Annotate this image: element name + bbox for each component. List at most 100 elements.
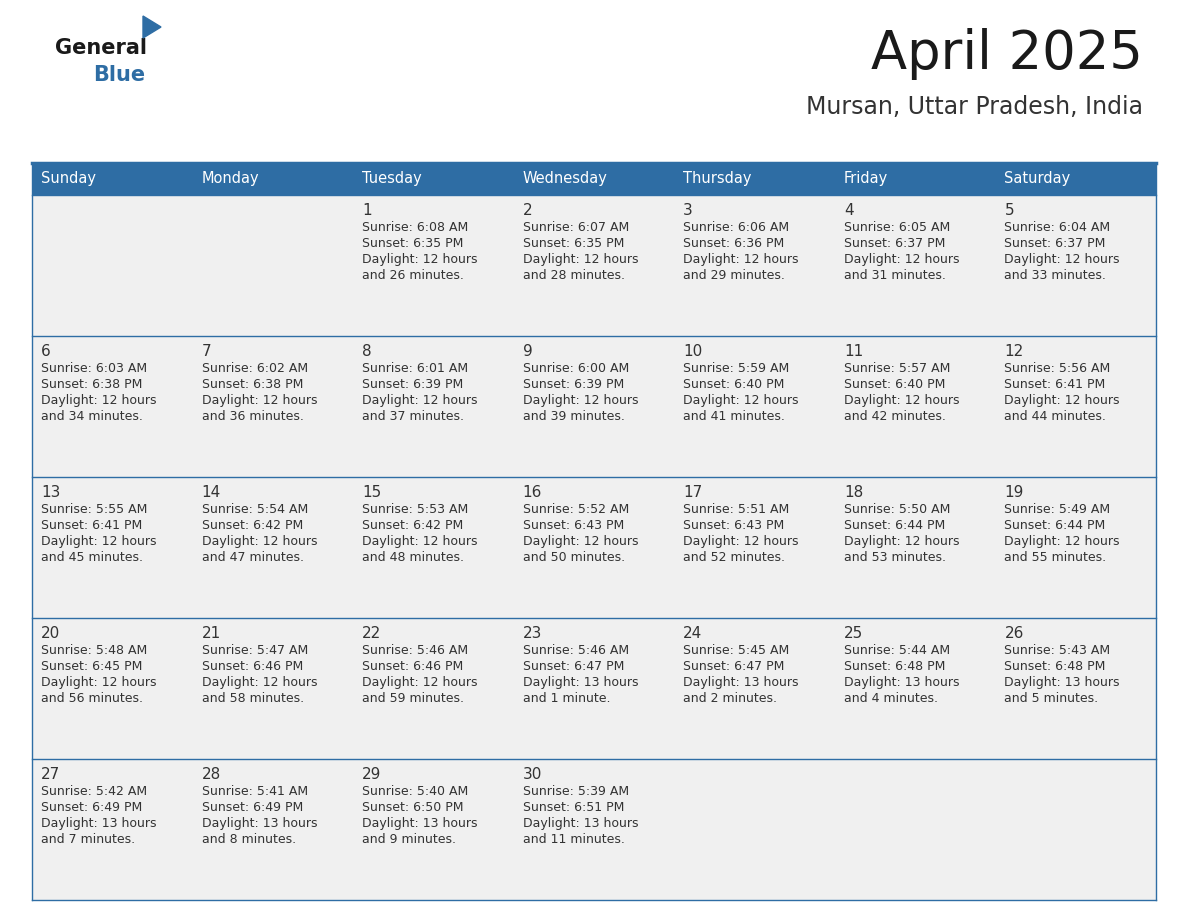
Text: Monday: Monday bbox=[202, 172, 259, 186]
Text: Daylight: 12 hours: Daylight: 12 hours bbox=[42, 535, 157, 548]
Text: and 59 minutes.: and 59 minutes. bbox=[362, 692, 465, 705]
Bar bbox=[835, 477, 996, 618]
Text: Sunrise: 6:03 AM: Sunrise: 6:03 AM bbox=[42, 362, 147, 375]
Text: Sunset: 6:41 PM: Sunset: 6:41 PM bbox=[42, 519, 143, 532]
Text: and 28 minutes.: and 28 minutes. bbox=[523, 269, 625, 282]
Text: Daylight: 12 hours: Daylight: 12 hours bbox=[683, 535, 798, 548]
Text: Sunset: 6:39 PM: Sunset: 6:39 PM bbox=[362, 378, 463, 391]
Text: Sunrise: 5:42 AM: Sunrise: 5:42 AM bbox=[42, 785, 147, 798]
Bar bbox=[353, 477, 513, 618]
Bar bbox=[996, 759, 1156, 900]
Text: Daylight: 12 hours: Daylight: 12 hours bbox=[362, 535, 478, 548]
Text: Sunset: 6:45 PM: Sunset: 6:45 PM bbox=[42, 660, 143, 673]
Text: Daylight: 13 hours: Daylight: 13 hours bbox=[1004, 676, 1120, 689]
Text: Sunset: 6:43 PM: Sunset: 6:43 PM bbox=[683, 519, 784, 532]
Polygon shape bbox=[143, 16, 162, 38]
Text: 6: 6 bbox=[42, 344, 51, 359]
Text: Sunrise: 5:45 AM: Sunrise: 5:45 AM bbox=[683, 644, 790, 657]
Text: and 31 minutes.: and 31 minutes. bbox=[843, 269, 946, 282]
Text: Daylight: 13 hours: Daylight: 13 hours bbox=[843, 676, 960, 689]
Text: 4: 4 bbox=[843, 203, 853, 218]
Bar bbox=[675, 195, 835, 336]
Text: Daylight: 12 hours: Daylight: 12 hours bbox=[1004, 253, 1120, 266]
Text: 16: 16 bbox=[523, 485, 542, 500]
Text: Sunrise: 5:53 AM: Sunrise: 5:53 AM bbox=[362, 503, 468, 516]
Text: Sunrise: 5:51 AM: Sunrise: 5:51 AM bbox=[683, 503, 790, 516]
Text: Daylight: 13 hours: Daylight: 13 hours bbox=[202, 817, 317, 830]
Text: and 9 minutes.: and 9 minutes. bbox=[362, 833, 456, 846]
Bar bbox=[32, 163, 192, 195]
Text: Sunset: 6:44 PM: Sunset: 6:44 PM bbox=[1004, 519, 1106, 532]
Text: and 33 minutes.: and 33 minutes. bbox=[1004, 269, 1106, 282]
Bar bbox=[192, 477, 353, 618]
Text: Sunrise: 5:46 AM: Sunrise: 5:46 AM bbox=[523, 644, 628, 657]
Bar bbox=[996, 163, 1156, 195]
Text: Daylight: 12 hours: Daylight: 12 hours bbox=[1004, 394, 1120, 407]
Text: Sunrise: 5:55 AM: Sunrise: 5:55 AM bbox=[42, 503, 147, 516]
Text: Daylight: 12 hours: Daylight: 12 hours bbox=[362, 253, 478, 266]
Text: and 4 minutes.: and 4 minutes. bbox=[843, 692, 937, 705]
Text: 30: 30 bbox=[523, 767, 542, 782]
Bar bbox=[353, 336, 513, 477]
Text: Sunset: 6:36 PM: Sunset: 6:36 PM bbox=[683, 237, 784, 250]
Text: Sunrise: 5:41 AM: Sunrise: 5:41 AM bbox=[202, 785, 308, 798]
Text: Sunrise: 5:47 AM: Sunrise: 5:47 AM bbox=[202, 644, 308, 657]
Text: and 48 minutes.: and 48 minutes. bbox=[362, 551, 465, 564]
Text: 20: 20 bbox=[42, 626, 61, 641]
Text: 28: 28 bbox=[202, 767, 221, 782]
Text: and 11 minutes.: and 11 minutes. bbox=[523, 833, 625, 846]
Text: 18: 18 bbox=[843, 485, 864, 500]
Text: 7: 7 bbox=[202, 344, 211, 359]
Text: Daylight: 12 hours: Daylight: 12 hours bbox=[523, 394, 638, 407]
Text: and 45 minutes.: and 45 minutes. bbox=[42, 551, 143, 564]
Bar bbox=[675, 163, 835, 195]
Bar bbox=[675, 759, 835, 900]
Text: 24: 24 bbox=[683, 626, 702, 641]
Text: 29: 29 bbox=[362, 767, 381, 782]
Text: Sunset: 6:42 PM: Sunset: 6:42 PM bbox=[202, 519, 303, 532]
Text: Sunrise: 5:57 AM: Sunrise: 5:57 AM bbox=[843, 362, 950, 375]
Text: and 58 minutes.: and 58 minutes. bbox=[202, 692, 304, 705]
Text: Daylight: 12 hours: Daylight: 12 hours bbox=[843, 535, 960, 548]
Text: Sunrise: 5:40 AM: Sunrise: 5:40 AM bbox=[362, 785, 468, 798]
Text: Tuesday: Tuesday bbox=[362, 172, 422, 186]
Text: Sunset: 6:38 PM: Sunset: 6:38 PM bbox=[202, 378, 303, 391]
Text: Sunrise: 5:44 AM: Sunrise: 5:44 AM bbox=[843, 644, 950, 657]
Text: 19: 19 bbox=[1004, 485, 1024, 500]
Bar bbox=[513, 163, 675, 195]
Bar bbox=[996, 195, 1156, 336]
Text: 5: 5 bbox=[1004, 203, 1015, 218]
Text: Sunrise: 5:52 AM: Sunrise: 5:52 AM bbox=[523, 503, 628, 516]
Text: 26: 26 bbox=[1004, 626, 1024, 641]
Text: Sunset: 6:46 PM: Sunset: 6:46 PM bbox=[202, 660, 303, 673]
Bar bbox=[996, 477, 1156, 618]
Text: Sunrise: 6:02 AM: Sunrise: 6:02 AM bbox=[202, 362, 308, 375]
Text: and 53 minutes.: and 53 minutes. bbox=[843, 551, 946, 564]
Bar bbox=[996, 618, 1156, 759]
Text: Sunrise: 5:46 AM: Sunrise: 5:46 AM bbox=[362, 644, 468, 657]
Bar bbox=[353, 618, 513, 759]
Text: Sunset: 6:40 PM: Sunset: 6:40 PM bbox=[843, 378, 946, 391]
Text: Daylight: 12 hours: Daylight: 12 hours bbox=[362, 676, 478, 689]
Text: Sunset: 6:49 PM: Sunset: 6:49 PM bbox=[42, 801, 143, 814]
Text: Sunset: 6:37 PM: Sunset: 6:37 PM bbox=[843, 237, 946, 250]
Text: Daylight: 13 hours: Daylight: 13 hours bbox=[42, 817, 157, 830]
Text: and 55 minutes.: and 55 minutes. bbox=[1004, 551, 1106, 564]
Text: and 47 minutes.: and 47 minutes. bbox=[202, 551, 304, 564]
Text: Sunset: 6:40 PM: Sunset: 6:40 PM bbox=[683, 378, 784, 391]
Text: 25: 25 bbox=[843, 626, 864, 641]
Text: and 41 minutes.: and 41 minutes. bbox=[683, 410, 785, 423]
Text: Sunrise: 5:59 AM: Sunrise: 5:59 AM bbox=[683, 362, 790, 375]
Bar bbox=[32, 477, 192, 618]
Text: Sunset: 6:35 PM: Sunset: 6:35 PM bbox=[362, 237, 463, 250]
Text: and 34 minutes.: and 34 minutes. bbox=[42, 410, 143, 423]
Text: and 2 minutes.: and 2 minutes. bbox=[683, 692, 777, 705]
Text: Sunrise: 6:01 AM: Sunrise: 6:01 AM bbox=[362, 362, 468, 375]
Bar bbox=[513, 759, 675, 900]
Text: Daylight: 12 hours: Daylight: 12 hours bbox=[843, 394, 960, 407]
Text: Daylight: 13 hours: Daylight: 13 hours bbox=[362, 817, 478, 830]
Text: Daylight: 13 hours: Daylight: 13 hours bbox=[523, 817, 638, 830]
Text: Wednesday: Wednesday bbox=[523, 172, 607, 186]
Text: and 52 minutes.: and 52 minutes. bbox=[683, 551, 785, 564]
Text: Daylight: 12 hours: Daylight: 12 hours bbox=[523, 535, 638, 548]
